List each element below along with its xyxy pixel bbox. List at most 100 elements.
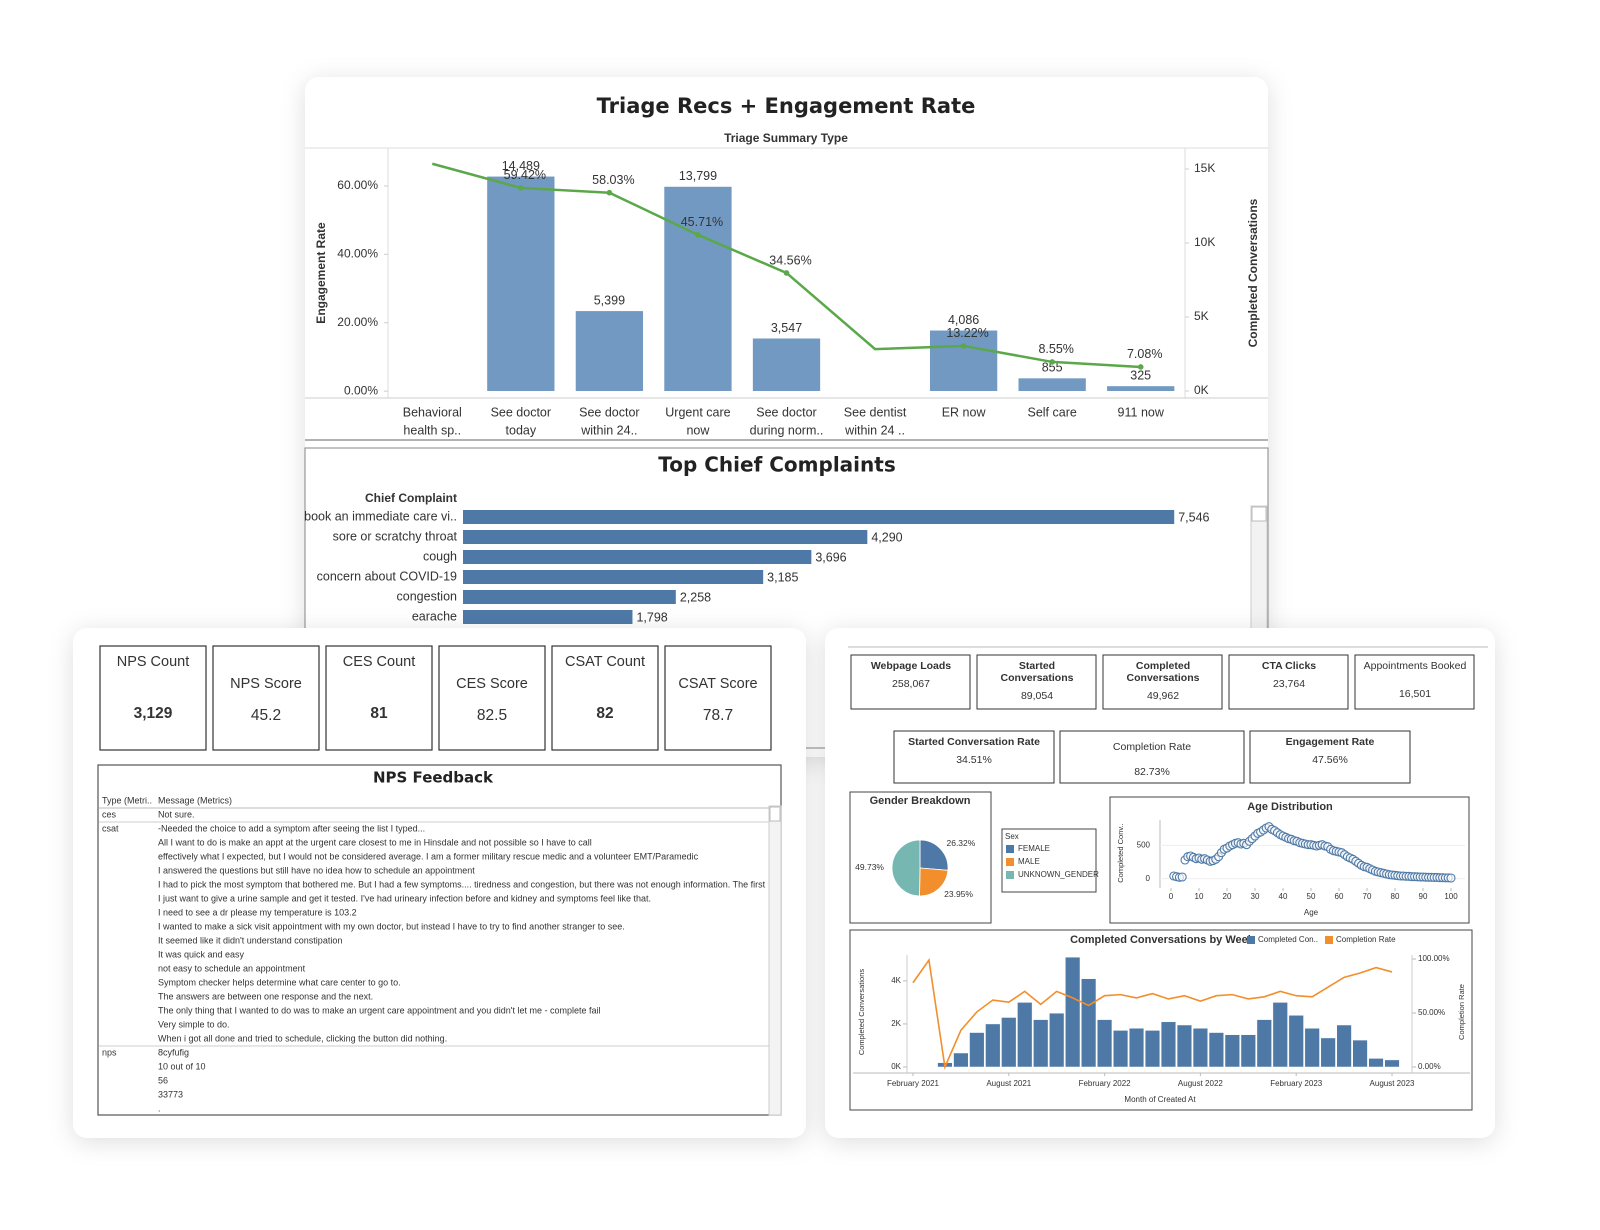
y2-tick-label: 5K — [1194, 309, 1209, 323]
scroll-thumb[interactable] — [1251, 506, 1267, 522]
rate-line — [912, 957, 1393, 1070]
x-tick-label: Behavioral — [403, 405, 462, 419]
right-card: Webpage Loads258,067StartedConversations… — [825, 628, 1495, 1138]
x-tick-label: See dentist — [844, 405, 907, 419]
message-cell: -Needed the choice to add a symptom afte… — [158, 823, 425, 833]
bar-label: 855 — [1042, 361, 1063, 375]
y2-tick-label: 50.00% — [1418, 1008, 1445, 1017]
message-cell: I just want to give a urine sample and g… — [158, 893, 651, 903]
bar — [463, 590, 676, 604]
kpi-tile — [99, 645, 207, 751]
kpi-value: 81 — [370, 705, 388, 722]
bar-label: 1,798 — [636, 610, 667, 624]
rate-label: 8.55% — [1038, 342, 1073, 356]
bar — [1018, 378, 1086, 391]
bar — [1288, 1015, 1304, 1068]
category-label: cough — [423, 549, 457, 563]
bar — [1017, 1002, 1033, 1068]
bar — [1107, 386, 1175, 391]
bar — [1112, 1030, 1129, 1068]
x-tick-label: See doctor — [579, 405, 639, 419]
bar-label: 3,547 — [771, 321, 802, 335]
message-cell: All I want to do is make an appt at the … — [158, 837, 592, 847]
bar — [463, 530, 868, 544]
kpi-label: Conversations — [1127, 672, 1200, 684]
bar — [1049, 1012, 1065, 1068]
rate-label: 7.08% — [1127, 347, 1162, 361]
legend-swatch — [1006, 871, 1014, 879]
x-tick-label: 60 — [1335, 892, 1344, 901]
y-tick-label: 0K — [891, 1062, 901, 1071]
scrollbar[interactable] — [768, 805, 782, 1116]
category-label: book an immediate care vi.. — [304, 509, 457, 523]
message-cell: I had to pick the most symptom that both… — [158, 879, 766, 889]
rate-label: 45.71% — [681, 215, 723, 229]
kpi-label: CSAT Score — [678, 676, 757, 692]
kpi-label: CTA Clicks — [1262, 660, 1316, 672]
bar — [463, 610, 633, 624]
x-tick-label: ER now — [942, 405, 987, 419]
kpi-label: Started Conversation Rate — [908, 736, 1040, 748]
bar — [1320, 1037, 1336, 1068]
category-label: sore or scratchy throat — [333, 529, 458, 543]
bar-label: 5,399 — [594, 293, 625, 307]
pie-slice — [891, 839, 921, 897]
x-tick-label: Urgent care — [665, 405, 730, 419]
bar — [969, 1032, 985, 1068]
bar — [1128, 1027, 1145, 1068]
y-tick-label: 4K — [891, 976, 901, 985]
category-label: concern about COVID-19 — [317, 569, 457, 583]
kpi-tile — [664, 645, 772, 751]
legend-label: Completion Rate — [1336, 935, 1396, 944]
kpi-tile — [1228, 654, 1349, 710]
message-cell: effectively what I expected, but I would… — [158, 851, 699, 861]
message-cell: The only thing that I wanted to do was t… — [158, 1005, 600, 1015]
message-cell: It seemed like it didn't understand cons… — [158, 935, 342, 945]
legend-swatch — [1325, 936, 1333, 944]
rate-label: 34.56% — [769, 253, 811, 267]
kpi-tile — [551, 645, 659, 751]
kpi-value: 3,129 — [134, 705, 173, 722]
bar — [1240, 1034, 1256, 1068]
bar — [1081, 978, 1097, 1068]
y-tick-label: 20.00% — [337, 315, 378, 329]
bar — [1224, 1034, 1240, 1068]
bar — [664, 186, 732, 391]
message-cell: 56 — [158, 1075, 168, 1085]
kpi-label: NPS Count — [117, 654, 190, 670]
table-title: NPS Feedback — [373, 769, 494, 787]
x-tick-label: 50 — [1307, 892, 1316, 901]
column-header: Message (Metrics) — [158, 795, 232, 805]
bar-label: 13,799 — [679, 169, 717, 183]
bar-label: 2,258 — [680, 590, 711, 604]
bar — [1304, 1027, 1320, 1068]
x-tick-label: 0 — [1169, 892, 1174, 901]
x-tick-label: today — [506, 423, 537, 437]
x-tick-label: 10 — [1195, 892, 1204, 901]
bar-label: 4,086 — [948, 313, 979, 327]
y2-tick-label: 10K — [1194, 235, 1215, 249]
bar-label: 3,185 — [767, 570, 798, 584]
kpi-label: CES Score — [456, 676, 528, 692]
bar-label: 3,696 — [815, 550, 846, 564]
legend-title: Sex — [1005, 832, 1019, 841]
scroll-thumb[interactable] — [769, 806, 781, 822]
y2-tick-label: 0.00% — [1418, 1062, 1441, 1071]
legend-swatch — [1247, 936, 1255, 944]
rate-label: 58.03% — [592, 173, 634, 187]
kpi-label: Started — [1019, 660, 1055, 672]
bar — [463, 550, 812, 564]
bar-label: 7,546 — [1178, 510, 1209, 524]
y-tick-label: 60.00% — [337, 178, 378, 192]
rate-point — [606, 189, 613, 196]
y-tick-label: 40.00% — [337, 247, 378, 261]
kpi-label: Engagement Rate — [1286, 736, 1375, 748]
kpi-label: Conversations — [1001, 672, 1074, 684]
category-label: earache — [412, 609, 457, 623]
x-tick-label: now — [686, 423, 710, 437]
bar — [1097, 1019, 1113, 1068]
kpi-value: 82.5 — [477, 707, 507, 724]
y2-axis-title: Completion Rate — [1457, 984, 1466, 1040]
kpi-tile — [976, 654, 1097, 710]
